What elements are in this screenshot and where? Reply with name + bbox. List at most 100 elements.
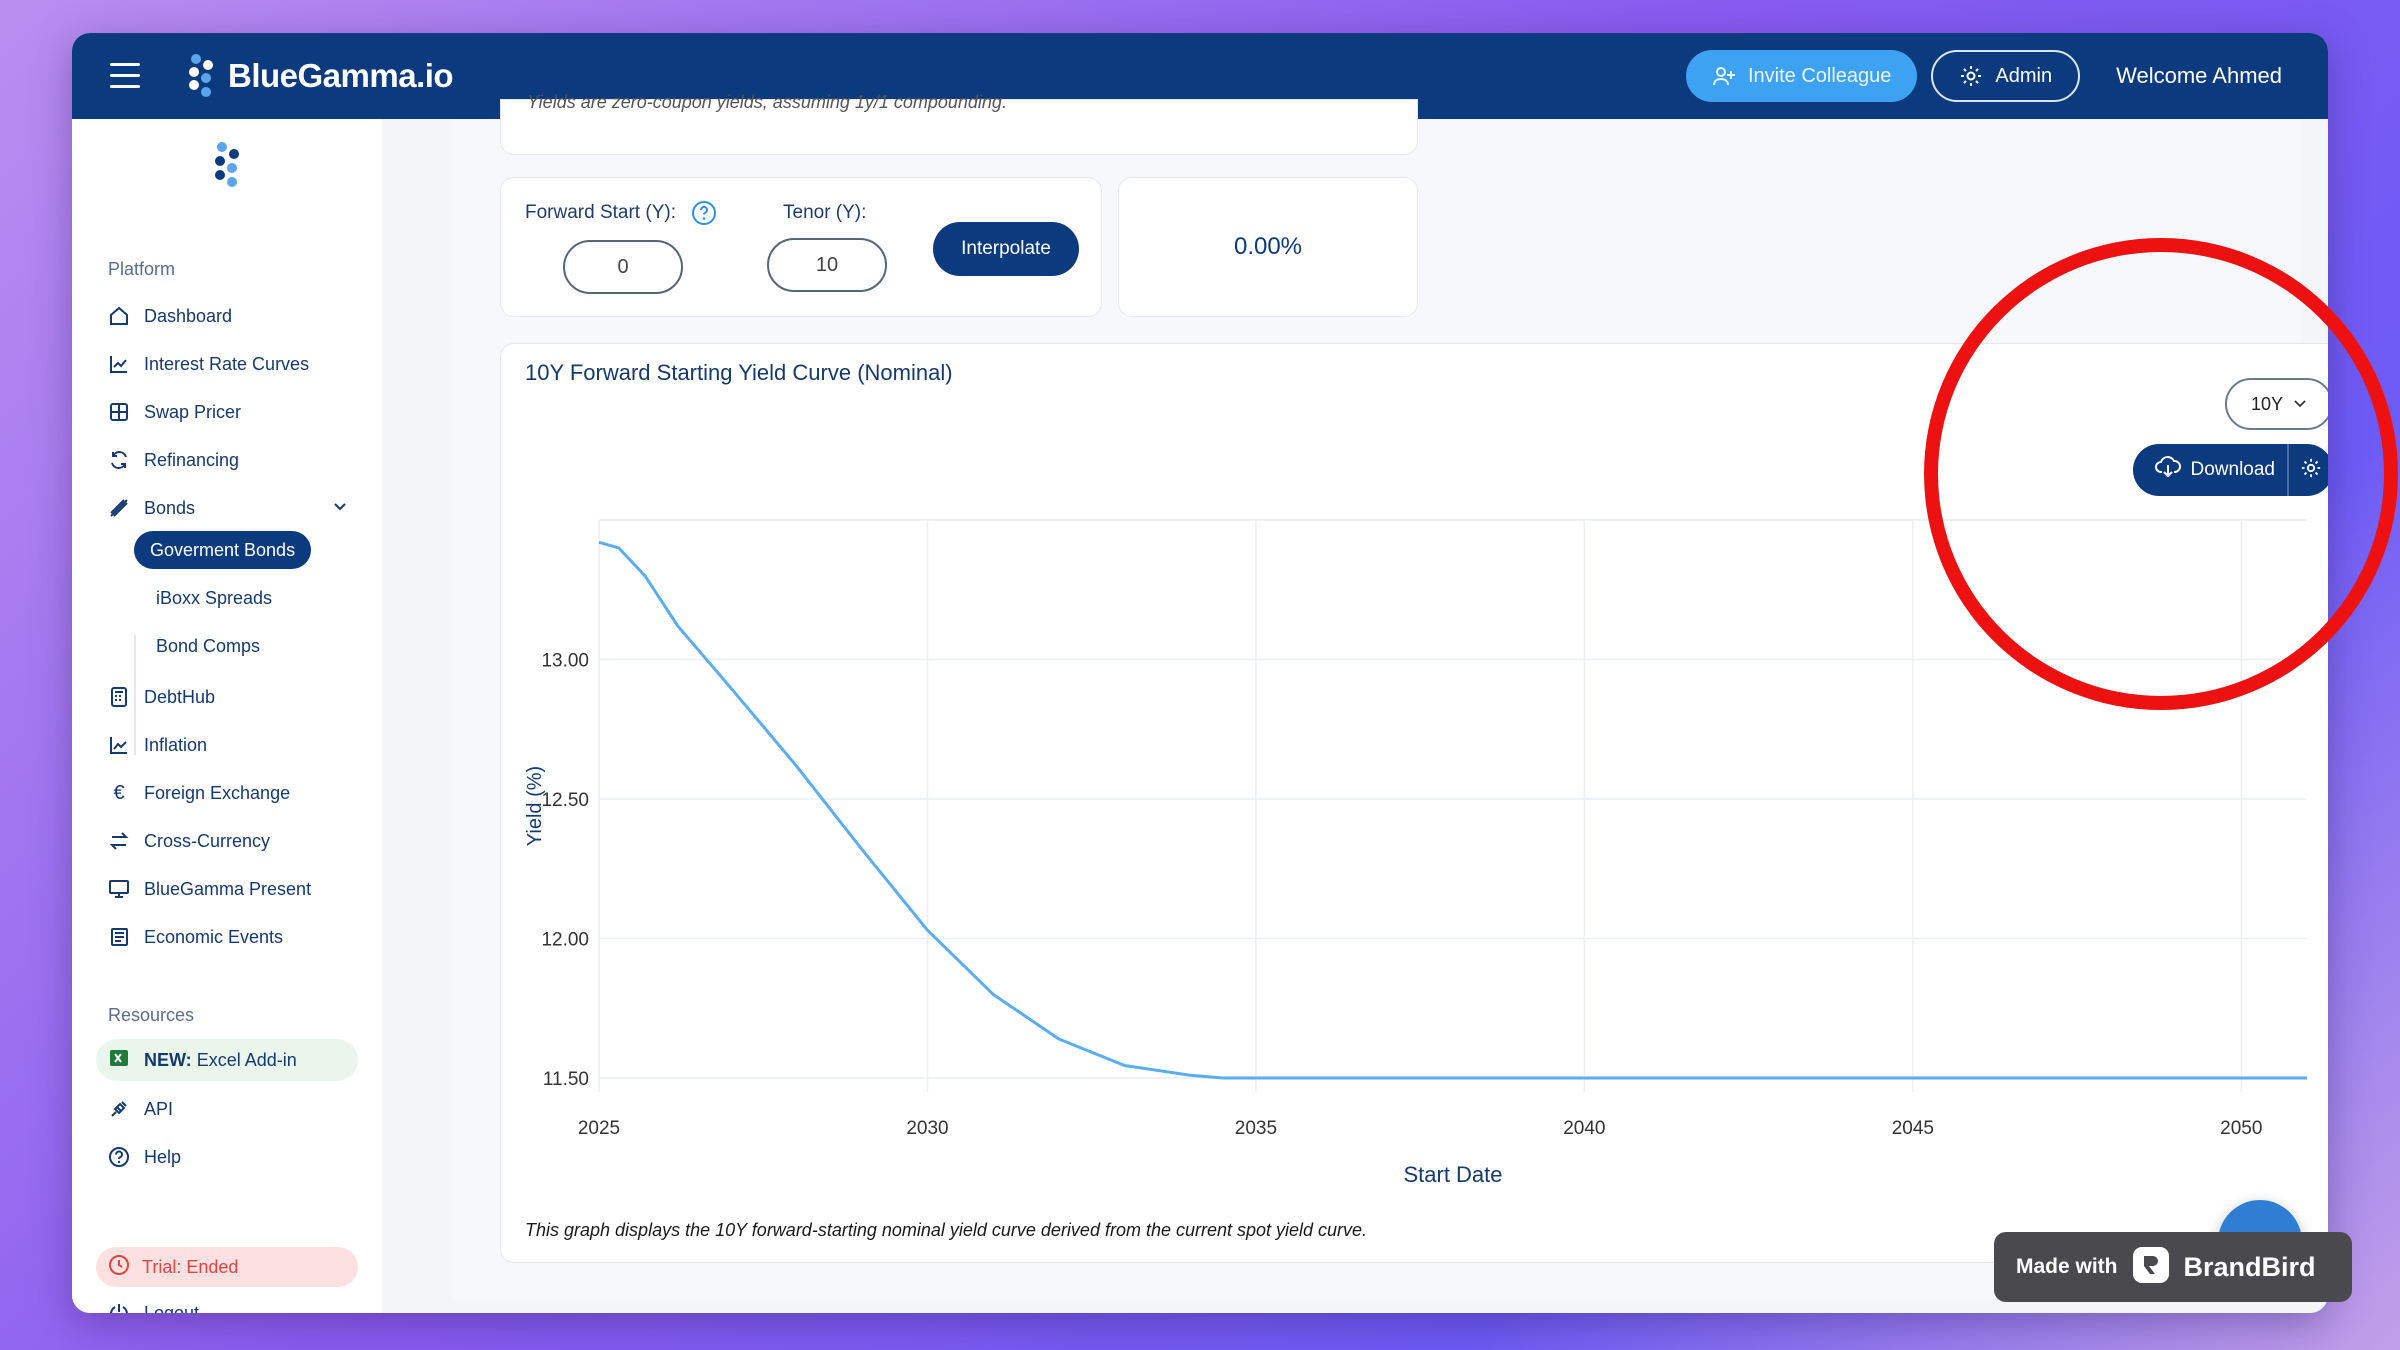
newspaper-icon [108,926,130,948]
x-tick-label: 2045 [1892,1118,1934,1139]
sidebar-item-economic-events[interactable]: Economic Events [108,917,283,957]
forward-rate-result-card: 0.00% [1118,177,1418,317]
forward-rate-result: 0.00% [1233,233,1303,260]
welcome-text: Welcome Ahmed [2116,63,2282,88]
brand-name: BlueGamma.io [228,57,454,94]
sidebar-item-label: Foreign Exchange [144,782,291,803]
made-with-text: Made with [2016,1255,2118,1278]
y-tick-label: 12.00 [541,930,589,951]
gear-icon [1961,66,1982,86]
brandbird-name: BrandBird [2183,1251,2316,1282]
y-axis-title: Yield (%) [524,766,546,846]
sidebar-item-label: Refinancing [144,449,240,470]
sidebar-item-foreign-exchange[interactable]: € Foreign Exchange [108,773,290,813]
tenor-input[interactable]: 10 [767,238,887,292]
tenor-label: Tenor (Y): [783,202,867,223]
x-axis-title: Start Date [1403,1162,1502,1187]
sidebar-item-label: Swap Pricer [144,401,242,422]
bluegamma-logo-icon [189,54,213,97]
sidebar-item-help[interactable]: Help [108,1137,181,1177]
sidebar-item-cross-currency[interactable]: Cross-Currency [108,821,270,861]
forward-start-label: Forward Start (Y): [525,202,676,223]
sidebar-item-bonds[interactable]: Bonds [108,488,348,528]
hamburger-menu-icon[interactable] [110,63,140,89]
clock-icon [108,1254,130,1281]
sidebar-item-label: Help [144,1146,182,1167]
help-circle-icon[interactable] [691,200,717,231]
excel-icon [108,1047,130,1074]
sidebar-item-label: Excel Add-in [196,1049,297,1070]
sidebar-item-dashboard[interactable]: Dashboard [108,296,232,336]
monitor-icon [108,878,130,900]
sidebar-item-label: Interest Rate Curves [144,353,310,374]
sidebar-item-interest-rate-curves[interactable]: Interest Rate Curves [108,344,309,384]
app-window: BlueGamma.io Invite Colleague Admin Welc… [72,33,2328,1313]
y-tick-label: 12.50 [541,790,589,811]
euro-icon: € [113,781,125,804]
forward-start-input[interactable]: 0 [563,240,683,294]
brand-logo[interactable]: BlueGamma.io [184,53,454,99]
sidebar-item-label: DebtHub [144,686,216,707]
admin-button[interactable]: Admin [1931,50,2081,102]
help-icon [108,1146,130,1168]
sidebar-item-refinancing[interactable]: Refinancing [108,440,239,480]
y-tick-label: 11.50 [543,1069,589,1090]
sidebar-item-label: Logout [144,1302,200,1314]
sidebar-item-logout[interactable]: Logout [108,1293,199,1313]
trial-status-label: Trial: Ended [142,1256,239,1277]
plug-icon [108,1098,130,1120]
sidebar-item-debthub[interactable]: DebtHub [108,677,215,717]
yield-note-text: Yields are zero-coupon yields, assuming … [527,92,1007,112]
chart-icon [108,353,130,375]
invite-colleague-button[interactable]: Invite Colleague [1685,50,1918,102]
sidebar-item-label: Economic Events [144,926,284,947]
add-user-icon [1712,67,1735,86]
sidebar: Platform Dashboard Interest Rate Curves … [72,119,382,1313]
x-tick-label: 2040 [1563,1118,1605,1139]
trial-status-badge[interactable]: Trial: Ended [96,1247,358,1287]
sidebar-item-bluegamma-present[interactable]: BlueGamma Present [108,869,311,909]
y-tick-label: 13.00 [541,651,589,672]
annotation-red-circle [1924,238,2398,710]
invite-colleague-label: Invite Colleague [1747,64,1892,87]
bluegamma-mark-icon [215,142,239,187]
sidebar-subitem-iboxx-spreads[interactable]: iBoxx Spreads [156,587,273,608]
sidebar-item-label: API [144,1098,174,1119]
chart-title: 10Y Forward Starting Yield Curve (Nomina… [525,360,953,385]
x-tick-label: 2050 [2220,1118,2262,1139]
brandbird-logo-icon [2132,1246,2170,1289]
forward-rate-form: Forward Start (Y): 0 Tenor (Y): 10 Inter… [500,177,1102,317]
yield-curve-chart: 2025 2030 2035 2040 2045 2050 11.50 12.00 12.50 1… [524,519,2307,1187]
bonds-icon [108,497,130,519]
sidebar-subitem-government-bonds[interactable]: Goverment Bonds [134,531,312,569]
exchange-icon [108,830,130,852]
refresh-icon [108,449,130,471]
sidebar-item-label: Dashboard [144,305,233,326]
yield-note-card: Yields are zero-coupon yields, assuming … [500,92,1418,155]
brandbird-watermark: Made with BrandBird [1994,1232,2352,1302]
x-tick-label: 2030 [906,1118,948,1139]
sidebar-item-label: Bonds [144,497,196,518]
submenu-guide-line [134,635,136,755]
sidebar-subitem-bond-comps[interactable]: Bond Comps [156,635,261,656]
resources-heading: Resources [108,1005,195,1025]
swap-icon [108,401,130,423]
calculator-icon [108,686,130,708]
sidebar-item-swap-pricer[interactable]: Swap Pricer [108,392,241,432]
sidebar-item-excel-addin[interactable]: NEW: Excel Add-in [96,1039,358,1081]
sidebar-item-label: Cross-Currency [144,830,271,851]
chart-caption: This graph displays the 10Y forward-star… [525,1220,1368,1240]
sidebar-item-api[interactable]: API [108,1089,173,1129]
admin-label: Admin [1995,64,2053,87]
x-tick-label: 2025 [578,1118,620,1139]
x-tick-label: 2035 [1235,1118,1277,1139]
sidebar-item-label: BlueGamma Present [144,878,312,899]
sidebar-item-label: Inflation [144,734,208,755]
chevron-down-icon [332,498,348,519]
sidebar-item-inflation[interactable]: Inflation [108,725,207,765]
interpolate-button[interactable]: Interpolate [933,222,1079,276]
power-icon [108,1302,130,1313]
home-icon [108,305,130,327]
platform-heading: Platform [108,259,176,279]
sidebar-logo [210,141,244,194]
